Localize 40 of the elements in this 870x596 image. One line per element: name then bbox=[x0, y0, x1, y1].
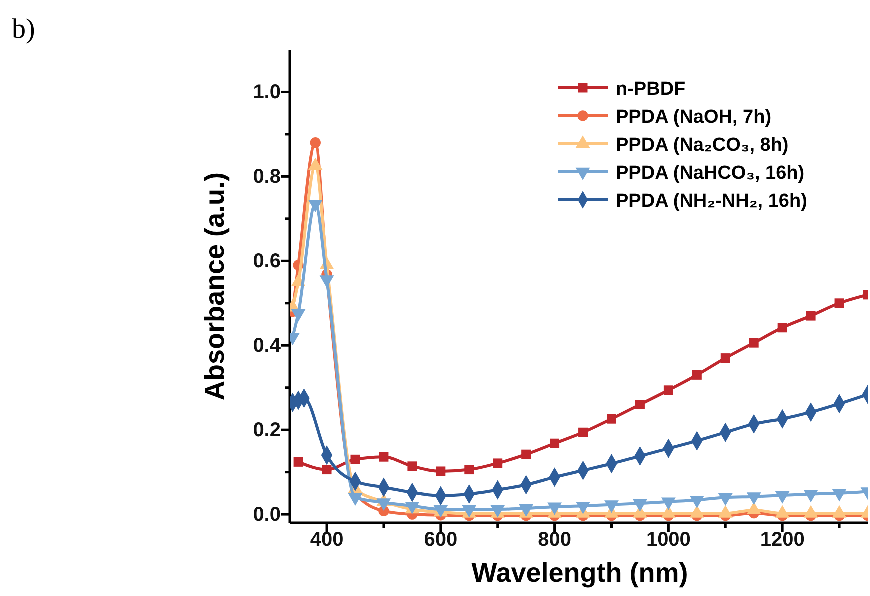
point bbox=[294, 457, 304, 467]
legend-label: PPDA (NaOH, 7h) bbox=[616, 107, 772, 128]
point bbox=[578, 428, 588, 438]
point bbox=[379, 452, 389, 462]
y-tick-label: 0.0 bbox=[253, 504, 281, 526]
point bbox=[692, 370, 702, 380]
x-tick-label: 400 bbox=[310, 529, 344, 552]
x-tick-label: 800 bbox=[538, 529, 572, 552]
x-tick-label: 1200 bbox=[760, 529, 805, 552]
text: b) bbox=[12, 14, 36, 45]
y-tick-label: 0.2 bbox=[253, 419, 281, 442]
point bbox=[749, 338, 759, 348]
point bbox=[550, 438, 560, 448]
legend-label: n-PBDF bbox=[616, 79, 686, 100]
point bbox=[635, 400, 645, 410]
y-tick-label: 0.8 bbox=[253, 166, 281, 188]
point bbox=[522, 450, 532, 460]
point bbox=[408, 462, 418, 472]
point bbox=[350, 454, 360, 464]
y-tick-label: 0.4 bbox=[253, 335, 282, 358]
point bbox=[607, 414, 616, 424]
point bbox=[806, 311, 816, 321]
y-tick-label: 1.0 bbox=[253, 82, 281, 104]
y-tick-label: 0.6 bbox=[253, 250, 281, 273]
legend-label: PPDA (NaHCO₃, 16h) bbox=[616, 163, 805, 184]
point bbox=[720, 354, 730, 364]
point bbox=[322, 465, 332, 475]
point bbox=[310, 138, 321, 148]
legend-label: PPDA (Na₂CO₃, 8h) bbox=[616, 135, 789, 156]
point bbox=[664, 386, 674, 396]
point bbox=[464, 465, 474, 475]
point bbox=[834, 298, 844, 308]
x-tick-label: 1000 bbox=[646, 529, 691, 552]
legend-label: PPDA (NH₂-NH₂, 16h) bbox=[616, 191, 808, 212]
x-axis-title: Wavelength (nm) bbox=[472, 558, 688, 588]
y-axis-title: Absorbance (a.u.) bbox=[200, 172, 230, 401]
point bbox=[493, 458, 503, 468]
point bbox=[778, 323, 788, 333]
point bbox=[436, 466, 446, 476]
x-tick-label: 600 bbox=[424, 529, 458, 552]
